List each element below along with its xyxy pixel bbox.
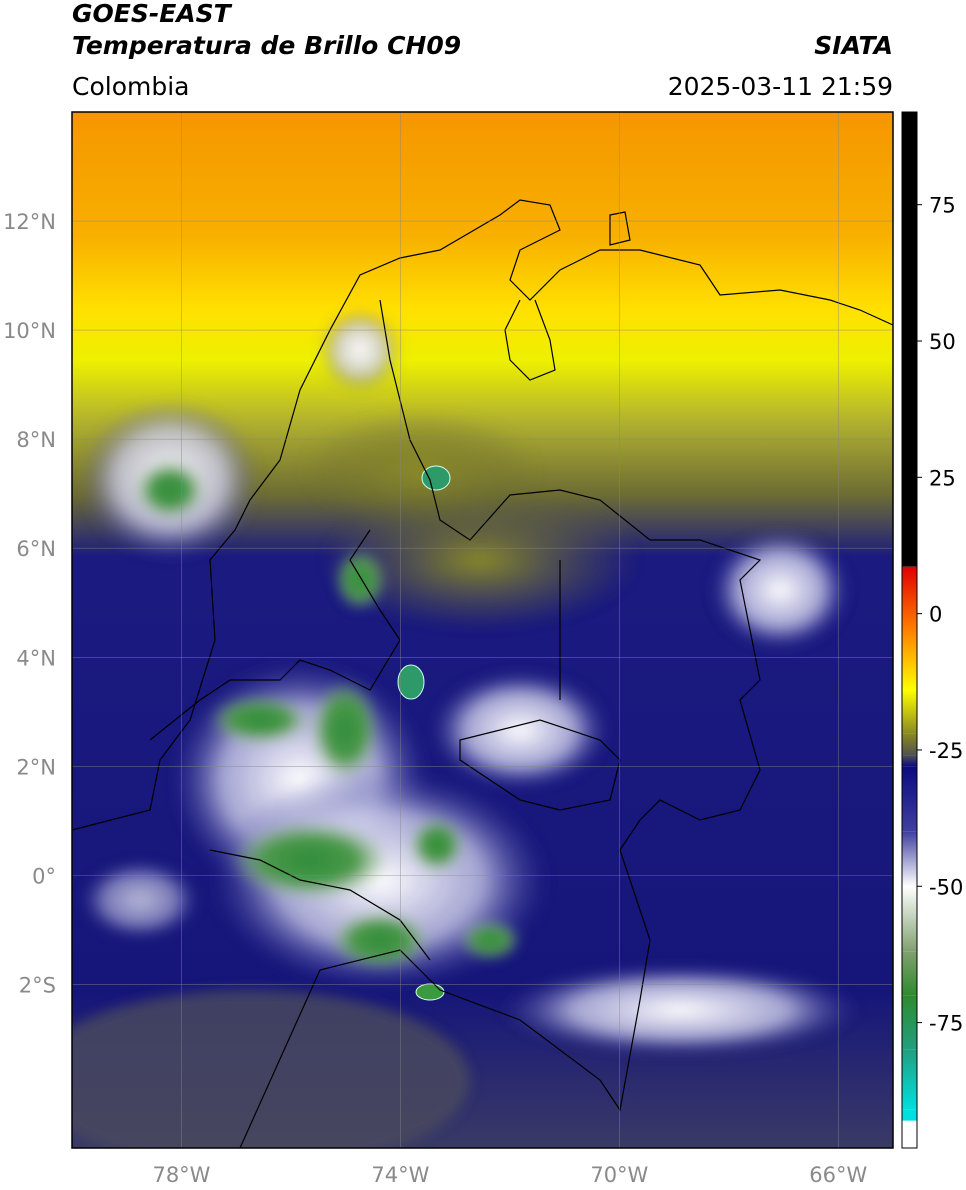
colorbar-tick-label: 75 xyxy=(929,194,956,218)
y-tick-label: 4°N xyxy=(16,646,56,670)
y-tick-label: 12°N xyxy=(3,210,56,234)
datetime: 2025-03-11 21:59 xyxy=(668,72,893,101)
colorbar-frame xyxy=(901,111,918,1149)
colorbar-tick-label: -25 xyxy=(929,739,963,763)
colorbar-segment xyxy=(902,831,917,887)
source: SIATA xyxy=(814,31,893,60)
satellite-image xyxy=(72,112,893,1148)
y-tick-label: 6°N xyxy=(16,537,56,561)
y-tick-label: 0° xyxy=(32,864,56,888)
colorbar-tick-label: 0 xyxy=(929,603,942,627)
title: GOES-EAST xyxy=(72,0,233,28)
colorbar-segment xyxy=(902,566,917,630)
x-tick-label: 74°W xyxy=(371,1163,429,1187)
y-tick-label: 8°N xyxy=(16,428,56,452)
x-tick-label: 78°W xyxy=(152,1163,210,1187)
y-tick-label: 2°S xyxy=(19,973,56,997)
colorbar-tick-label: 50 xyxy=(929,330,956,354)
colorbar-segment xyxy=(902,1049,917,1110)
colorbar-segment xyxy=(902,951,917,996)
map-frame xyxy=(71,111,894,1149)
colorbar-segment xyxy=(902,766,917,832)
colorbar-segment xyxy=(902,995,917,1050)
colorbar-tick-label: 25 xyxy=(929,466,956,490)
colorbar-segment xyxy=(902,1120,917,1148)
colorbar-segment xyxy=(902,755,917,767)
colorbar-segment xyxy=(902,112,917,567)
colorbar-segment xyxy=(902,630,917,690)
x-tick-label: 70°W xyxy=(590,1163,648,1187)
colorbar-segment xyxy=(902,886,917,952)
colorbar-tick-label: -50 xyxy=(929,875,963,899)
grid xyxy=(72,112,893,1148)
colorbar-tick-label: -75 xyxy=(929,1012,963,1036)
y-tick-label: 2°N xyxy=(16,755,56,779)
colorbar-segment xyxy=(902,733,917,756)
region: Colombia xyxy=(72,72,189,101)
x-tick-label: 66°W xyxy=(809,1163,867,1187)
subtitle: Temperatura de Brillo CH09 xyxy=(72,31,461,60)
colorbar: 75 50 25 0 -25 -50 -75 xyxy=(901,111,963,1149)
colorbar-segment xyxy=(902,1109,917,1121)
colorbar-segment xyxy=(902,689,917,734)
y-tick-label: 10°N xyxy=(3,319,56,343)
